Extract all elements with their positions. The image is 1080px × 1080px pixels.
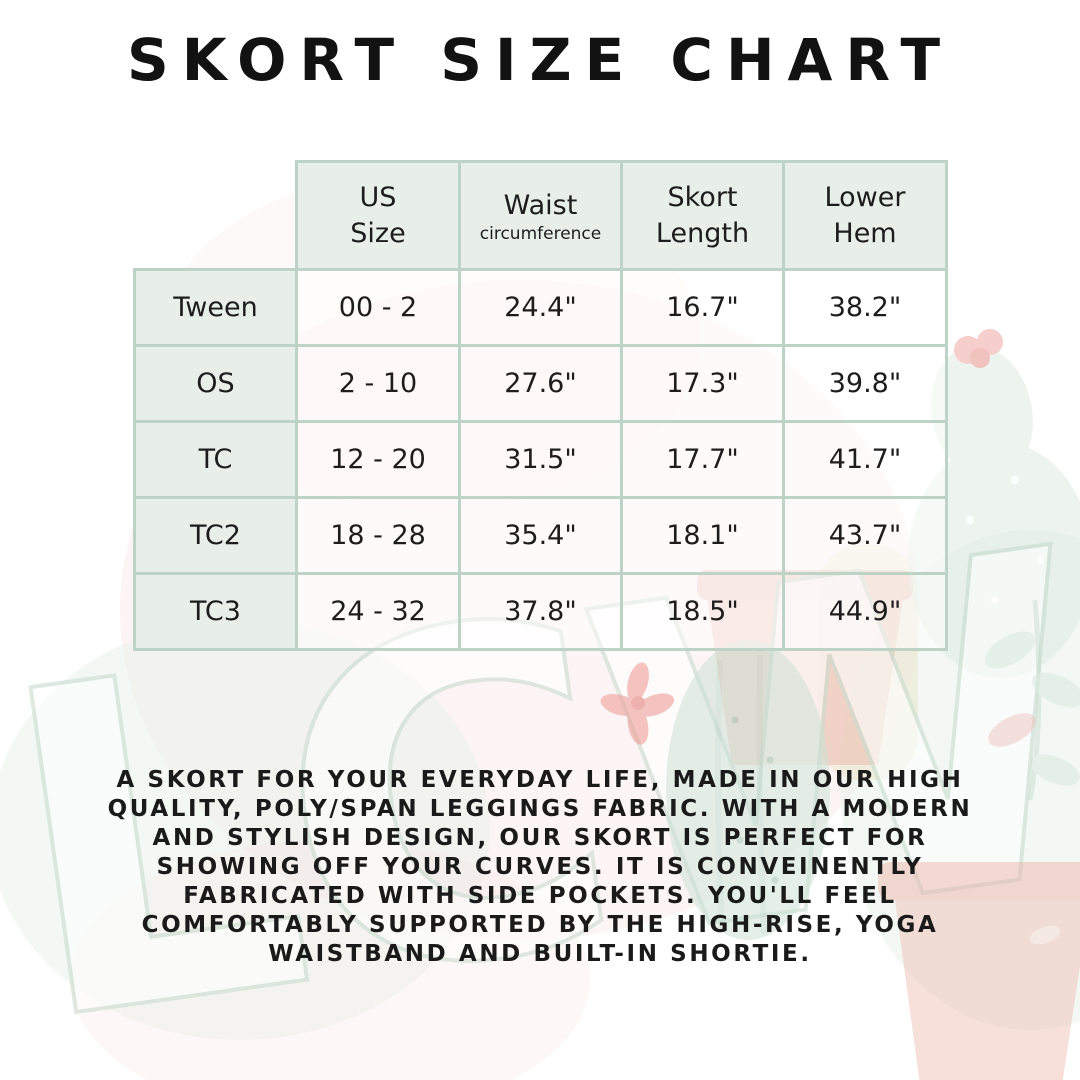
size-chart-table: US Size Waist circumference Skort Length… (133, 160, 948, 651)
row-label: TC2 (133, 496, 298, 575)
description-line: FABRICATED WITH SIDE POCKETS. YOU'LL FEE… (183, 883, 897, 909)
leaves-icon (984, 599, 1080, 801)
column-header-line: Hem (833, 217, 897, 249)
description-line: COMFORTABLY SUPPORTED BY THE HIGH-RISE, … (141, 912, 939, 938)
table-row-tween: Tween 00 - 2 24.4" 16.7" 38.2" (133, 268, 948, 347)
page-title: SKORT SIZE CHART (126, 26, 954, 94)
us-size-value: 24 - 32 (295, 572, 461, 651)
description-line: SHOWING OFF YOUR CURVES. IT IS CONVEINEN… (156, 854, 924, 880)
table-row-tc: TC 12 - 20 31.5" 17.7" 41.7" (133, 420, 948, 499)
corner-spacer (135, 162, 297, 270)
skort-length-value: 16.7" (620, 268, 785, 347)
column-header-line: US (359, 182, 397, 214)
waist-value: 31.5" (458, 420, 623, 499)
description-line: A SKORT FOR YOUR EVERYDAY LIFE, MADE IN … (116, 767, 964, 793)
row-label: OS (133, 344, 298, 423)
column-header-subline: circumference (479, 223, 602, 244)
table-row-tc2: TC2 18 - 28 35.4" 18.1" 43.7" (133, 496, 948, 575)
product-description: A SKORT FOR YOUR EVERYDAY LIFE, MADE IN … (0, 766, 1080, 969)
description-line: QUALITY, POLY/SPAN LEGGINGS FABRIC. WITH… (107, 796, 973, 822)
us-size-value: 2 - 10 (295, 344, 461, 423)
us-size-value: 12 - 20 (295, 420, 461, 499)
watermelon-icon (666, 640, 830, 940)
column-header-line: Lower (824, 182, 906, 214)
description-line: WAISTBAND AND BUILT-IN SHORTIE. (268, 941, 812, 967)
row-label: TC (133, 420, 298, 499)
column-header-skort-length: Skort Length (620, 160, 785, 271)
table-row-tc3: TC3 24 - 32 37.8" 18.5" 44.9" (133, 572, 948, 651)
lower-hem-value: 39.8" (782, 344, 948, 423)
us-size-value: 18 - 28 (295, 496, 461, 575)
column-header-line: Skort (667, 182, 738, 214)
skort-length-value: 17.3" (620, 344, 785, 423)
lower-hem-value: 38.2" (782, 268, 948, 347)
waist-value: 24.4" (458, 268, 623, 347)
column-header-line: Size (350, 217, 406, 249)
column-header-us-size: US Size (295, 160, 461, 271)
large-pot-icon (878, 862, 1080, 1080)
waist-value: 27.6" (458, 344, 623, 423)
waist-value: 35.4" (458, 496, 623, 575)
column-header-line: Length (655, 217, 750, 249)
column-header-lower-hem: Lower Hem (782, 160, 948, 271)
skort-length-value: 18.5" (620, 572, 785, 651)
flower-icon (600, 662, 675, 745)
row-label: TC3 (133, 572, 298, 651)
us-size-value: 00 - 2 (295, 268, 461, 347)
lower-hem-value: 43.7" (782, 496, 948, 575)
column-header-waist: Waist circumference (458, 160, 623, 271)
table-row-os: OS 2 - 10 27.6" 17.3" 39.8" (133, 344, 948, 423)
skort-length-value: 17.7" (620, 420, 785, 499)
description-line: AND STYLISH DESIGN, OUR SKORT IS PERFECT… (152, 825, 928, 851)
skort-length-value: 18.1" (620, 496, 785, 575)
column-header-line: Waist (503, 189, 578, 221)
waist-value: 37.8" (458, 572, 623, 651)
header-row: US Size Waist circumference Skort Length… (135, 160, 948, 271)
row-label: Tween (133, 268, 298, 347)
lower-hem-value: 44.9" (782, 572, 948, 651)
lower-hem-value: 41.7" (782, 420, 948, 499)
